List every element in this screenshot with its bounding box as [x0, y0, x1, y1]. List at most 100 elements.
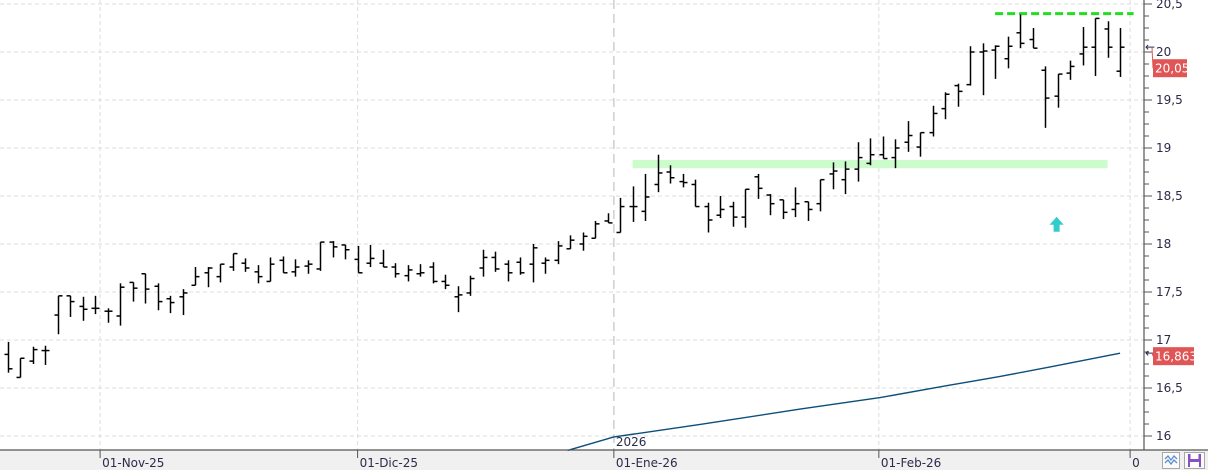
y-tick-label: 17	[1156, 333, 1171, 347]
ohlc-bar	[754, 173, 763, 199]
ohlc-bar	[1104, 21, 1113, 58]
ohlc-bar	[1079, 27, 1088, 66]
ohlc-bar	[329, 241, 338, 258]
annotations	[632, 12, 1134, 232]
ohlc-bar	[941, 92, 950, 120]
ohlc-bar	[516, 257, 525, 275]
ohlc-bar	[591, 220, 600, 239]
ohlc-bar	[666, 165, 675, 184]
moving-average-line	[567, 352, 1121, 452]
ohlc-bar	[929, 105, 938, 137]
ohlc-bar	[391, 263, 400, 278]
ohlc-bar	[4, 341, 13, 373]
price-tag-connector	[1151, 352, 1154, 357]
ohlc-bar	[716, 196, 725, 219]
ohlc-bar	[291, 259, 300, 277]
ohlc-bar	[266, 257, 275, 283]
ohlc-bar	[616, 197, 625, 234]
ohlc-bar	[466, 275, 475, 296]
up-arrow-icon	[1049, 216, 1064, 232]
ohlc-bars	[4, 14, 1125, 379]
ohlc-bar	[1091, 17, 1100, 76]
ohlc-bar	[504, 260, 513, 282]
price-tag-label: 16,863	[1155, 350, 1197, 364]
y-tick-label: 17,5	[1156, 285, 1183, 299]
y-tick-label: 16	[1156, 429, 1171, 443]
ohlc-bar	[316, 241, 325, 271]
y-tick-label: 16,5	[1156, 381, 1183, 395]
ohlc-bar	[554, 241, 563, 265]
ohlc-bar	[541, 257, 550, 274]
chart-style-button[interactable]	[1162, 452, 1180, 469]
ohlc-bar	[366, 244, 375, 268]
ohlc-bar	[1041, 66, 1050, 128]
ohlc-bar	[866, 138, 875, 166]
ohlc-bar	[604, 213, 613, 224]
ohlc-bar	[179, 289, 188, 316]
ohlc-bar	[1004, 36, 1013, 69]
ohlc-bar	[854, 142, 863, 182]
wave-chart-icon	[1164, 455, 1178, 466]
ohlc-bar	[654, 154, 663, 193]
y-tick-label: 20,5	[1156, 0, 1183, 11]
ohlc-bar	[354, 245, 363, 274]
y-tick-label: 18,5	[1156, 189, 1183, 203]
ohlc-bar	[579, 232, 588, 251]
x-tick-label: 01-Nov-25	[102, 456, 164, 470]
ohlc-bar	[216, 263, 225, 283]
save-button[interactable]	[1184, 452, 1205, 469]
ohlc-bar	[829, 162, 838, 190]
arrow-left-icon: ←	[1145, 40, 1155, 54]
ohlc-bar	[341, 244, 350, 260]
ohlc-bar	[966, 46, 975, 86]
ohlc-bar	[704, 202, 713, 233]
ohlc-bar	[791, 187, 800, 218]
y-tick-label: 19,5	[1156, 93, 1183, 107]
x-tick-label: 01-Dic-25	[360, 456, 418, 470]
ohlc-bar	[241, 258, 250, 272]
ohlc-bar	[79, 296, 88, 321]
ohlc-bar	[141, 273, 150, 304]
floppy-disk-icon	[1188, 454, 1201, 467]
ohlc-bar	[691, 179, 700, 208]
ohlc-bar	[629, 186, 638, 222]
ohlc-bar	[766, 194, 775, 216]
ohlc-bar	[954, 83, 963, 107]
ohlc-bar	[891, 139, 900, 169]
ohlc-bar	[279, 256, 288, 274]
price-tag-connector	[1151, 47, 1154, 69]
ohlc-bar	[66, 295, 75, 317]
ohlc-bar	[116, 283, 125, 326]
y-tick-label: 18	[1156, 237, 1171, 251]
ohlc-bar	[979, 43, 988, 96]
ohlc-bar	[841, 161, 850, 195]
ohlc-bar	[479, 249, 488, 277]
ohlc-bar	[104, 308, 113, 323]
ohlc-bar	[16, 357, 25, 379]
ohlc-bar	[1054, 73, 1063, 108]
ohlc-bar	[41, 345, 50, 365]
ohlc-bar	[454, 286, 463, 313]
ohlc-bar	[916, 131, 925, 157]
ohlc-bar	[991, 45, 1000, 79]
arrow-left-icon: ←	[1145, 346, 1155, 360]
ohlc-bar	[441, 274, 450, 290]
ohlc-bar	[641, 173, 650, 221]
ohlc-bar	[1066, 60, 1075, 80]
ohlc-bar	[879, 136, 888, 160]
ohlc-bar	[1029, 28, 1038, 49]
ohlc-bar	[204, 267, 213, 288]
ohlc-bar	[254, 265, 263, 284]
x-axis-band	[0, 450, 1208, 470]
ohlc-bar	[166, 295, 175, 314]
price-tag-label: 20,05	[1155, 62, 1189, 76]
ohlc-bar	[154, 283, 163, 311]
ohlc-bar	[54, 295, 63, 335]
price-tag	[1153, 347, 1194, 366]
x-tick-label: 01-Ene-26	[616, 456, 678, 470]
ohlc-bar	[304, 260, 313, 274]
ohlc-bar	[404, 265, 413, 282]
end-marker-label: 0	[1132, 456, 1140, 470]
